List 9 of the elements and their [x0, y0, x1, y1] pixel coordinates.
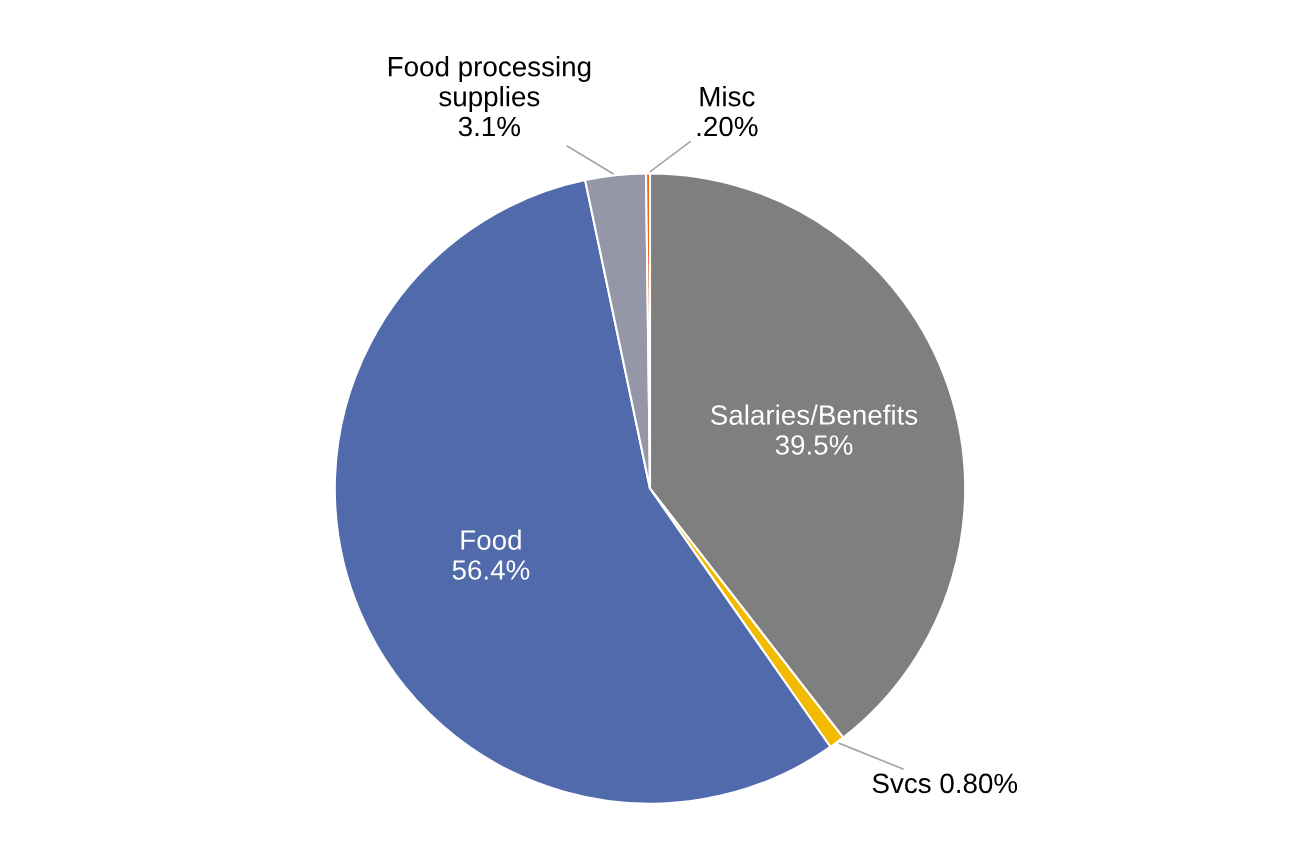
slice-label: Svcs 0.80%: [872, 773, 1018, 794]
slice-label: Misc: [700, 86, 755, 107]
slice-label: Food: [461, 529, 521, 550]
data-label: .20%: [697, 116, 758, 137]
data-label: 39.5%: [775, 435, 853, 455]
slice-label: Salaries/Benefits: [711, 404, 918, 425]
data-label: 56.4%: [452, 560, 530, 580]
slice-label: Food processing supplies: [388, 56, 591, 112]
data-label: 3.1%: [458, 116, 521, 137]
